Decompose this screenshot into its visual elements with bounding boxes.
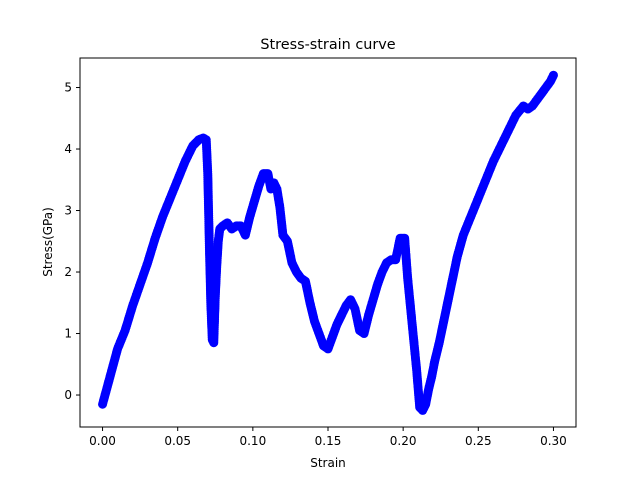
x-tick-label: 0.05 [164, 434, 191, 448]
data-point [548, 70, 558, 80]
x-tick-label: 0.20 [390, 434, 417, 448]
x-tick-label: 0.25 [465, 434, 492, 448]
y-tick-label: 3 [64, 204, 72, 218]
y-tick-label: 4 [64, 142, 72, 156]
y-tick-label: 5 [64, 81, 72, 95]
y-axis-label: Stress(GPa) [41, 207, 55, 277]
x-tick-label: 0.10 [239, 434, 266, 448]
x-axis-ticks: 0.00 0.05 0.10 0.15 0.20 0.25 0.30 [89, 427, 567, 448]
x-tick-label: 0.00 [89, 434, 116, 448]
scatter-points [98, 70, 558, 415]
x-tick-label: 0.30 [540, 434, 567, 448]
y-axis-ticks: 0 1 2 3 4 5 [64, 81, 80, 402]
chart-title: Stress-strain curve [260, 37, 395, 53]
y-tick-label: 2 [64, 265, 72, 279]
x-tick-label: 0.15 [315, 434, 342, 448]
x-axis-label: Strain [310, 456, 346, 470]
y-tick-label: 1 [64, 327, 72, 341]
y-tick-label: 0 [64, 388, 72, 402]
